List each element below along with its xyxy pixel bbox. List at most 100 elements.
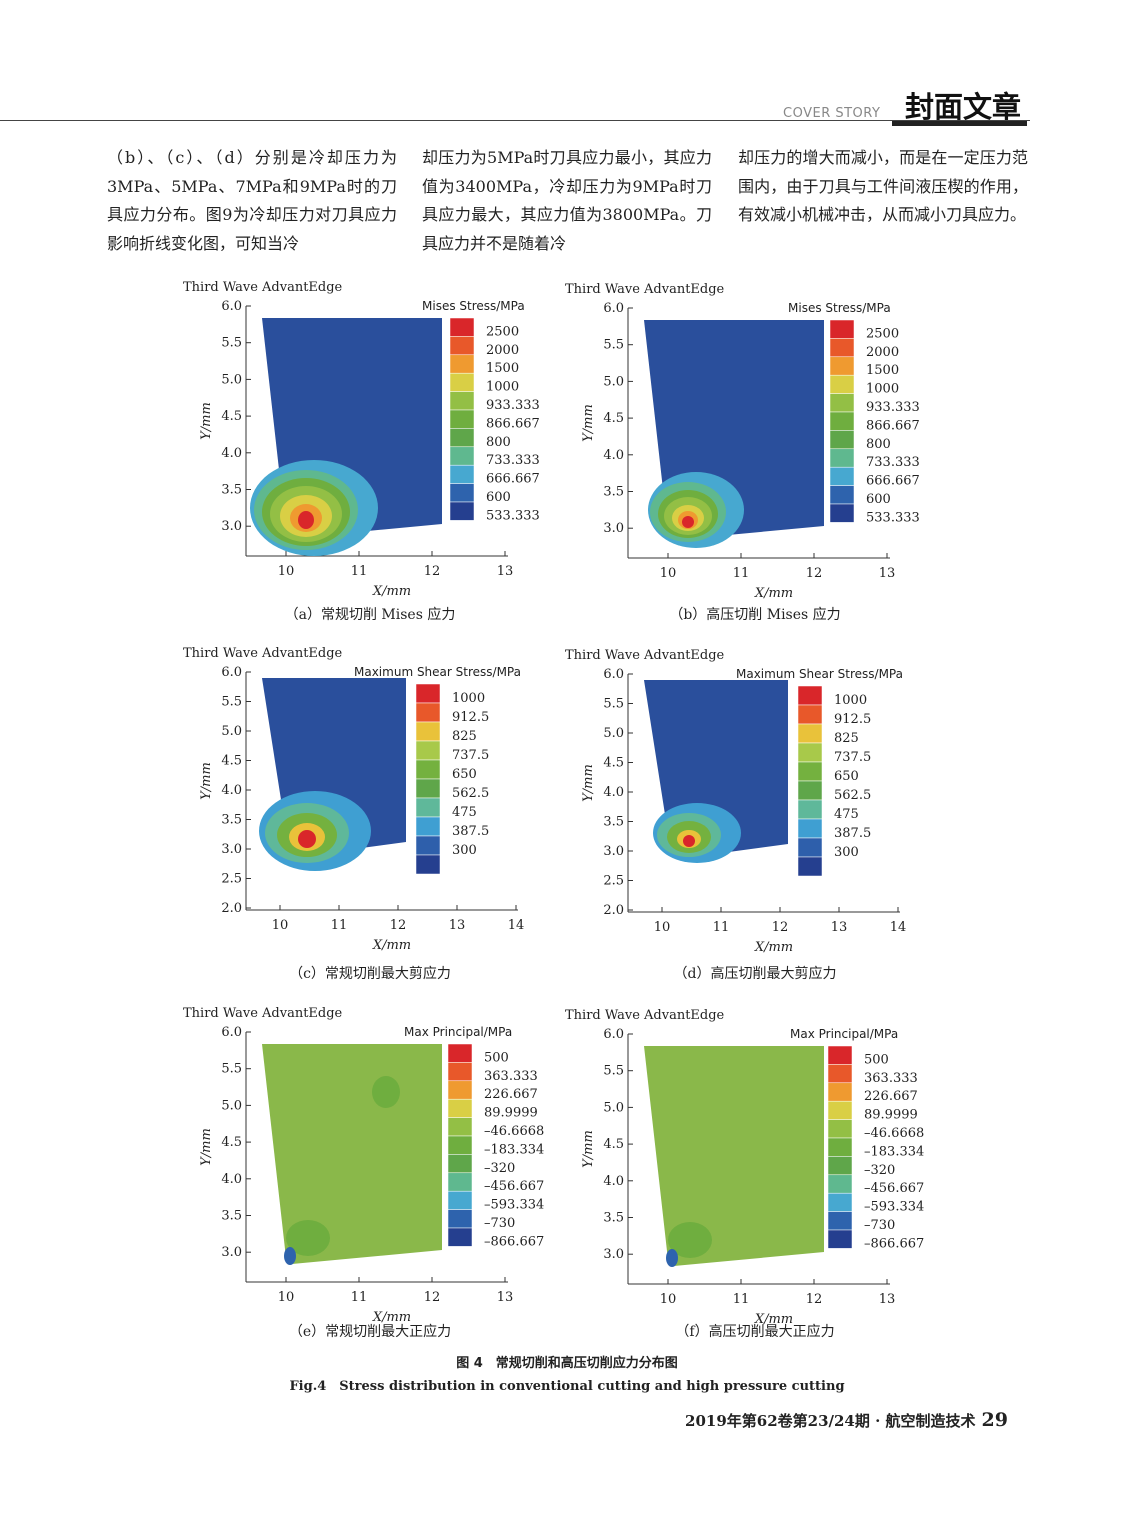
y-tick-label: 3.0 — [221, 842, 242, 857]
figure-caption-zh: 图 4 常规切削和高压切削应力分布图 — [456, 1356, 678, 1371]
legend-swatch — [827, 1211, 853, 1231]
figure-panel-a: Third Wave AdvantEdge 6.0 5.5 5.0 4.5 4.0 3.5 3… — [180, 276, 540, 616]
legend-value: –456.667 — [864, 1181, 924, 1196]
legend-value: –320 — [864, 1163, 895, 1178]
legend-value: 825 — [452, 729, 477, 744]
legend-value: 912.5 — [452, 710, 489, 725]
legend-swatch — [829, 448, 855, 468]
legend-swatch — [797, 780, 823, 801]
legend-value: 363.333 — [484, 1069, 538, 1084]
legend-swatch — [447, 1172, 473, 1192]
y-tick-label: 5.5 — [603, 338, 624, 353]
x-axis-label: X/mm — [372, 584, 411, 599]
x-axis-label: X/mm — [754, 1312, 793, 1327]
y-tick-label: 3.0 — [603, 521, 624, 536]
software-label: Third Wave AdvantEdge — [183, 646, 343, 661]
x-tick-label: 11 — [351, 564, 368, 579]
legend-swatch — [829, 374, 855, 394]
software-label: Third Wave AdvantEdge — [565, 648, 725, 663]
y-tick-label: 3.5 — [603, 815, 624, 830]
legend-swatch — [449, 446, 475, 466]
y-tick-label: 5.5 — [221, 336, 242, 351]
legend-value: –593.334 — [484, 1198, 544, 1213]
legend-swatch — [415, 740, 441, 761]
legend-value: 562.5 — [834, 788, 871, 803]
journal-info: 2019年第62卷第23/24期 · 航空制造技术 — [685, 1412, 976, 1430]
y-tick-label: 4.5 — [221, 754, 242, 769]
x-tick-label: 13 — [497, 564, 514, 579]
legend-value: 1000 — [834, 693, 867, 708]
legend-value: 933.333 — [486, 398, 540, 413]
legend-title: Maximum Shear Stress/MPa — [354, 665, 521, 679]
contour-plot: Third Wave AdvantEdge 6.0 5.5 5.0 4.5 4.0 3.5 3… — [565, 1008, 924, 1327]
x-tick-label: 10 — [660, 566, 677, 581]
y-tick-label: 3.0 — [221, 519, 242, 534]
legend-swatch — [797, 704, 823, 725]
legend-swatch — [447, 1190, 473, 1210]
legend-swatch — [827, 1119, 853, 1139]
page-footer: 2019年第62卷第23/24期 · 航空制造技术 29 — [685, 1409, 1008, 1431]
y-tick-label: 6.0 — [221, 665, 242, 680]
tool-body — [644, 1046, 824, 1266]
figure-panel-b: Third Wave AdvantEdge 6.0 5.5 5.0 4.5 4.0 3.5 3… — [562, 278, 922, 618]
legend-value: 912.5 — [834, 712, 871, 727]
legend-value: 475 — [834, 807, 859, 822]
legend-swatch — [447, 1080, 473, 1100]
legend-swatch — [447, 1062, 473, 1082]
y-tick-label: 5.0 — [603, 374, 624, 389]
x-tick-label: 11 — [351, 1290, 368, 1305]
legend-swatch — [797, 837, 823, 858]
legend-swatch — [829, 356, 855, 376]
x-tick-label: 12 — [772, 920, 789, 935]
y-axis-label: Y/mm — [581, 1130, 596, 1168]
y-tick-label: 4.5 — [221, 1135, 242, 1150]
legend-swatch — [447, 1098, 473, 1118]
legend-swatch — [449, 428, 475, 448]
x-tick-label: 10 — [278, 1290, 295, 1305]
legend-title: Maximum Shear Stress/MPa — [736, 667, 903, 681]
y-tick-label: 5.0 — [603, 726, 624, 741]
y-tick-label: 4.5 — [603, 1137, 624, 1152]
figure-panel-f: Third Wave AdvantEdge 6.0 5.5 5.0 4.5 4.0 3.5 3… — [562, 1004, 924, 1344]
subcaption-c: （c）常规切削最大剪应力 — [289, 966, 451, 982]
y-tick-label: 2.0 — [603, 903, 624, 918]
legend-swatch — [829, 503, 855, 523]
legend-swatch — [449, 372, 475, 392]
legend-title: Max Principal/MPa — [404, 1025, 512, 1039]
legend-swatch — [447, 1209, 473, 1229]
legend-value: –183.334 — [864, 1144, 924, 1159]
legend-value: 226.667 — [864, 1089, 918, 1104]
legend-value: –866.667 — [864, 1236, 924, 1251]
legend-value: 825 — [834, 731, 859, 746]
y-tick-label: 3.5 — [221, 483, 242, 498]
legend-value: 300 — [452, 843, 477, 858]
legend-value: –456.667 — [484, 1179, 544, 1194]
legend-value: 800 — [486, 435, 511, 450]
software-label: Third Wave AdvantEdge — [183, 1006, 343, 1021]
legend-value: 226.667 — [484, 1087, 538, 1102]
legend-swatch — [449, 354, 475, 374]
legend-value: 666.667 — [486, 472, 540, 487]
y-tick-label: 4.0 — [221, 446, 242, 461]
legend-value: 800 — [866, 437, 891, 452]
legend-value: –46.6668 — [484, 1124, 544, 1139]
legend-value: 1500 — [866, 363, 899, 378]
y-tick-label: 3.5 — [221, 813, 242, 828]
legend-swatch — [827, 1100, 853, 1120]
x-tick-label: 13 — [831, 920, 848, 935]
legend-swatch — [827, 1174, 853, 1194]
legend-value: 2500 — [866, 326, 899, 341]
legend-swatch — [829, 466, 855, 486]
legend-swatch — [449, 409, 475, 429]
legend-value: 2000 — [866, 345, 899, 360]
legend-value: 733.333 — [486, 453, 540, 468]
legend-swatch — [415, 759, 441, 780]
legend-swatch — [827, 1137, 853, 1157]
legend-value: 1500 — [486, 361, 519, 376]
y-tick-label: 6.0 — [603, 301, 624, 316]
legend-value: 1000 — [866, 382, 899, 397]
y-axis-label: Y/mm — [199, 762, 214, 800]
legend-value: 1000 — [452, 691, 485, 706]
legend-value: 933.333 — [866, 400, 920, 415]
x-tick-label: 12 — [390, 918, 407, 933]
